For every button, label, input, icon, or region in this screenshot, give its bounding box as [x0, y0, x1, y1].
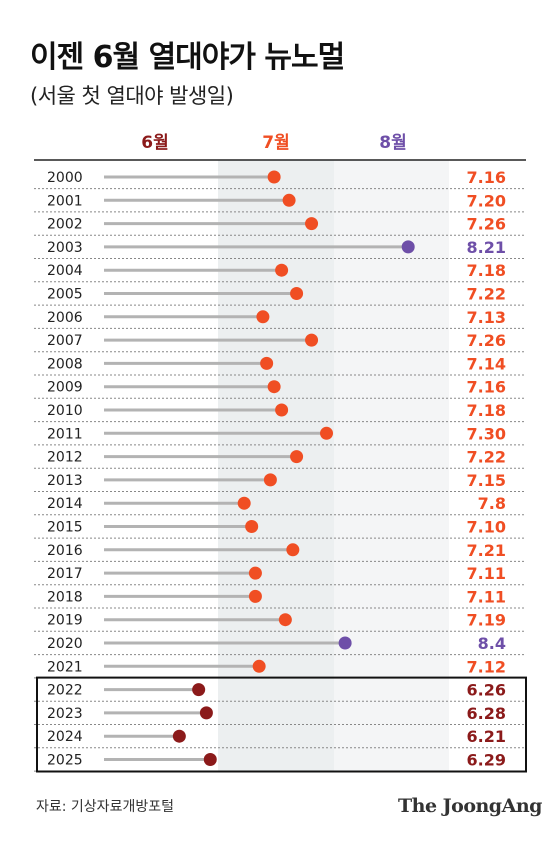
- date-label: 7.26: [467, 331, 506, 350]
- publisher-logo: The JoongAng: [398, 795, 542, 817]
- data-point: [267, 170, 281, 184]
- data-point: [260, 356, 274, 370]
- date-label: 7.10: [467, 518, 506, 537]
- date-label: 7.16: [467, 168, 506, 187]
- data-point: [401, 240, 415, 254]
- date-label: 7.11: [467, 564, 506, 583]
- data-point: [245, 520, 259, 533]
- date-label: 7.16: [467, 378, 506, 397]
- data-point: [305, 333, 319, 347]
- data-point: [275, 403, 289, 417]
- date-label: 8.4: [478, 634, 506, 653]
- year-label: 2017: [47, 566, 83, 582]
- year-label: 2009: [47, 380, 83, 396]
- date-label: 8.21: [467, 238, 506, 257]
- month-header-6: 6월: [141, 133, 168, 153]
- year-label: 2025: [47, 753, 83, 769]
- data-point: [237, 496, 251, 510]
- date-label: 7.13: [467, 308, 506, 327]
- date-label: 6.21: [467, 727, 506, 746]
- data-point: [275, 263, 289, 277]
- data-point: [278, 613, 292, 627]
- month-header-8: 8월: [379, 133, 406, 153]
- year-label: 2019: [47, 613, 83, 629]
- date-label: 6.28: [467, 704, 506, 723]
- data-point: [256, 310, 270, 324]
- date-label: 7.22: [467, 448, 506, 467]
- data-point: [248, 566, 262, 580]
- year-label: 2000: [47, 170, 83, 186]
- year-label: 2004: [47, 263, 83, 279]
- date-label: 7.20: [467, 191, 506, 210]
- date-label: 7.18: [467, 401, 506, 420]
- year-label: 2002: [47, 217, 83, 233]
- year-label: 2021: [47, 659, 83, 675]
- year-label: 2010: [47, 403, 83, 419]
- date-label: 7.30: [467, 424, 506, 443]
- data-point: [320, 426, 334, 440]
- year-label: 2020: [47, 636, 83, 652]
- data-point: [248, 589, 262, 603]
- data-point: [290, 450, 304, 464]
- highlight-box: [36, 676, 527, 773]
- date-label: 7.26: [467, 215, 506, 234]
- date-label: 7.19: [467, 611, 506, 630]
- date-label: 7.18: [467, 261, 506, 280]
- date-label: 7.21: [467, 541, 506, 560]
- year-label: 2005: [47, 287, 83, 303]
- data-point: [252, 659, 266, 673]
- data-point: [203, 753, 217, 766]
- data-point: [305, 217, 319, 231]
- year-label: 2003: [47, 240, 83, 256]
- data-point: [192, 683, 206, 697]
- data-point: [286, 543, 300, 557]
- data-point: [267, 380, 281, 394]
- data-point: [263, 473, 277, 487]
- data-point: [282, 193, 296, 207]
- year-label: 2023: [47, 706, 83, 722]
- year-label: 2006: [47, 310, 83, 326]
- august-band: [334, 160, 449, 772]
- date-label: 7.11: [467, 587, 506, 606]
- year-label: 2012: [47, 450, 83, 466]
- page-subtitle: (서울 첫 열대야 발생일): [30, 84, 234, 108]
- date-label: 6.29: [467, 751, 506, 770]
- date-label: 7.12: [467, 657, 506, 676]
- year-label: 2013: [47, 473, 83, 489]
- date-label: 7.14: [467, 354, 506, 373]
- year-label: 2007: [47, 333, 83, 349]
- month-header-7: 7월: [262, 133, 289, 153]
- year-label: 2022: [47, 683, 83, 699]
- year-label: 2016: [47, 543, 83, 559]
- date-label: 7.22: [467, 285, 506, 304]
- year-label: 2014: [47, 496, 83, 512]
- date-label: 7.8: [478, 494, 506, 513]
- data-point: [290, 287, 304, 300]
- july-band: [218, 160, 334, 772]
- year-label: 2024: [47, 729, 83, 745]
- year-label: 2008: [47, 356, 83, 372]
- year-label: 2015: [47, 520, 83, 536]
- date-label: 6.26: [467, 681, 506, 700]
- data-point: [172, 729, 186, 743]
- data-point: [338, 636, 352, 650]
- year-label: 2011: [47, 426, 83, 442]
- source-note: 자료: 기상자료개방포털: [36, 799, 174, 815]
- data-point: [199, 706, 213, 720]
- year-label: 2001: [47, 193, 83, 209]
- year-label: 2018: [47, 589, 83, 605]
- page-title: 이젠 6월 열대야가 뉴노멀: [30, 40, 345, 75]
- date-label: 7.15: [467, 471, 506, 490]
